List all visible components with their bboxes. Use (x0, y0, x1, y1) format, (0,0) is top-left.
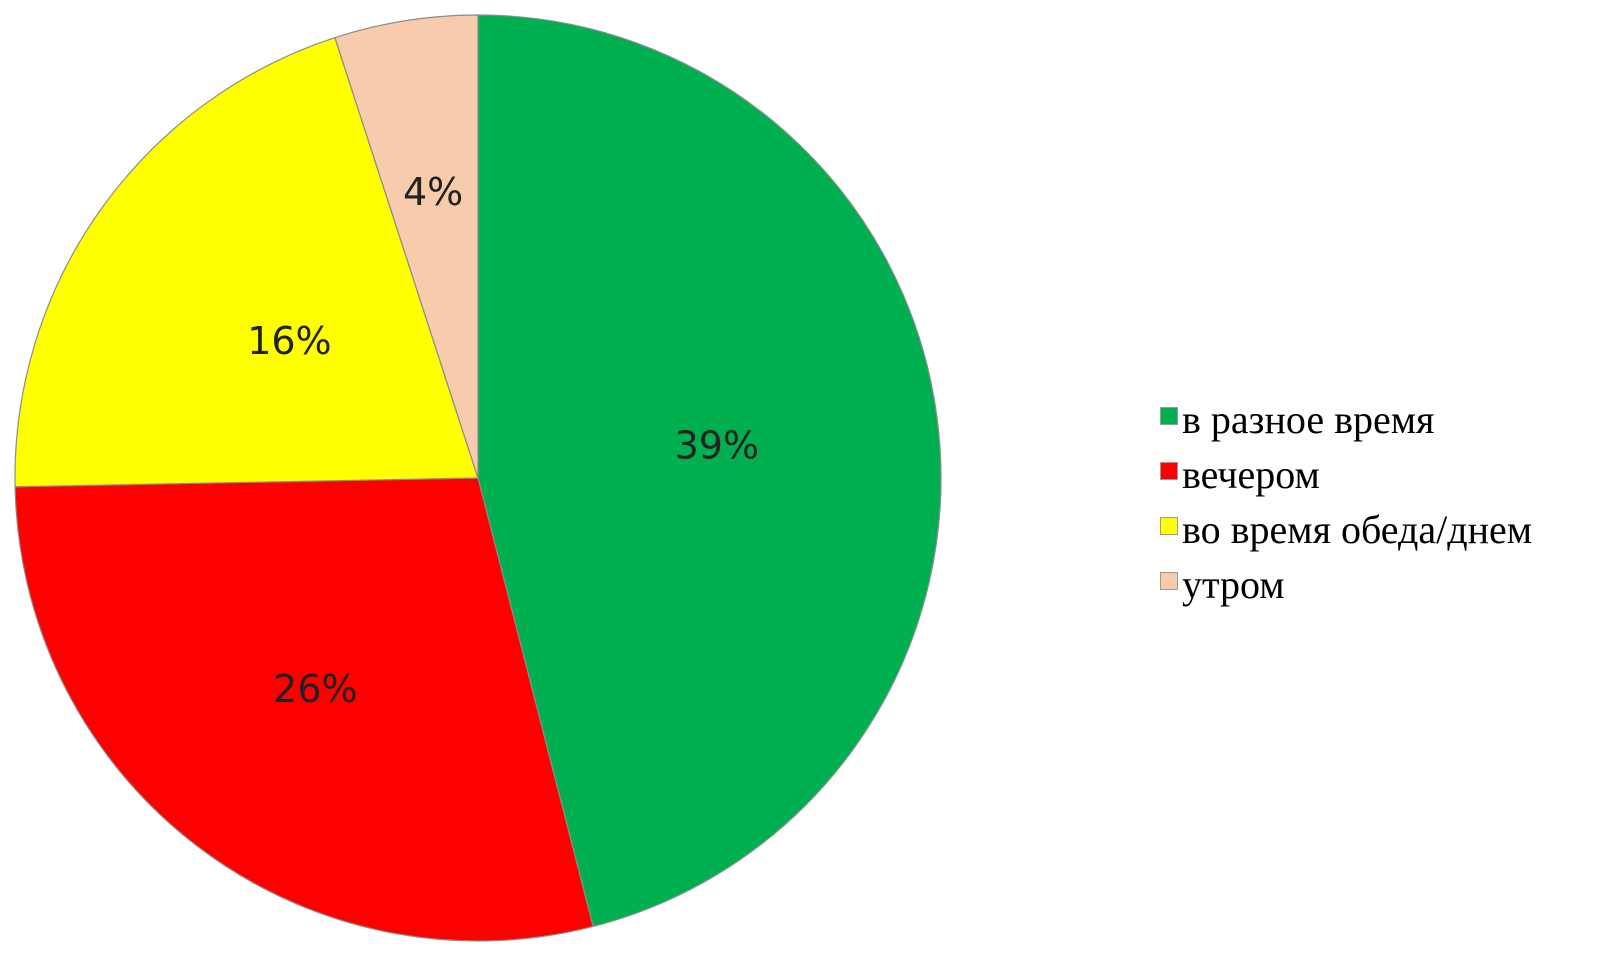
pie-slice (14, 36, 479, 488)
legend-item: во время обеда/днем (1160, 502, 1532, 557)
legend: в разное время вечером во время обеда/дн… (1160, 392, 1532, 612)
data-label: 26% (273, 667, 357, 711)
pie-data-labels: 39% 26% 16% 4% (247, 170, 759, 711)
legend-label: в разное время (1182, 397, 1435, 442)
legend-swatch (1160, 406, 1178, 425)
legend-label: вечером (1182, 452, 1320, 497)
data-label: 39% (675, 423, 759, 467)
legend-item: утром (1160, 557, 1532, 612)
legend-swatch (1160, 461, 1178, 480)
pie-slices (14, 14, 942, 942)
data-label: 4% (403, 170, 463, 214)
legend-label: во время обеда/днем (1182, 507, 1533, 552)
pie-slice (14, 477, 594, 942)
legend-swatch (1160, 516, 1178, 535)
pie-slice (334, 14, 479, 479)
legend-label: утром (1182, 562, 1285, 607)
data-label: 16% (247, 319, 331, 363)
pie-slice (477, 14, 942, 928)
pie-chart: 39% 26% 16% 4% (14, 14, 942, 942)
legend-item: вечером (1160, 447, 1532, 502)
legend-item: в разное время (1160, 392, 1532, 447)
legend-swatch (1160, 571, 1178, 590)
